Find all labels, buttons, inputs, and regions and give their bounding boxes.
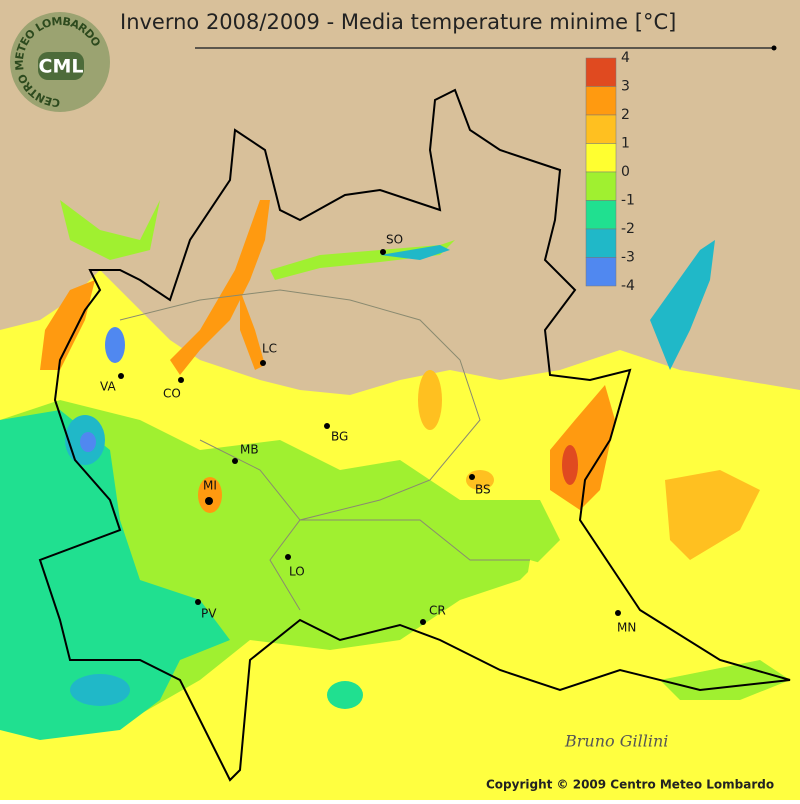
- hot-spot: [198, 477, 222, 513]
- legend-swatch: [585, 86, 617, 116]
- city-label: CR: [429, 604, 446, 618]
- city-label: LO: [289, 565, 305, 579]
- city-dot: [469, 474, 475, 480]
- city-label: BS: [475, 483, 491, 497]
- valley: [418, 370, 442, 430]
- valley: [170, 200, 270, 375]
- city-dot: [118, 373, 124, 379]
- city-dot: [178, 377, 184, 383]
- city-label: VA: [100, 380, 116, 394]
- signature: Bruno Gillini: [564, 732, 668, 751]
- legend-label: -3: [621, 250, 635, 266]
- legend-label: 4: [621, 50, 630, 66]
- region-teal: [327, 681, 363, 709]
- title-dot: [771, 45, 777, 51]
- city-label: MI: [203, 479, 217, 493]
- city-label: PV: [201, 607, 217, 621]
- city-label: CO: [163, 387, 181, 401]
- valley: [60, 200, 160, 260]
- logo-plate: [38, 52, 84, 80]
- copyright: Copyright © 2009 Centro Meteo Lombardo: [486, 778, 774, 792]
- legend-swatch: [585, 171, 617, 201]
- title: Inverno 2008/2009 - Media temperature mi…: [120, 10, 676, 34]
- legend-label: 1: [621, 136, 630, 152]
- city-dot: [324, 423, 330, 429]
- city-dot: [260, 360, 266, 366]
- legend-label: 3: [621, 79, 630, 95]
- legend-swatch: [585, 114, 617, 144]
- legend-label: 0: [621, 164, 630, 180]
- cities: SO LC CO VA MB MI BG BS LO PV CR MN: [100, 233, 636, 635]
- valley: [650, 240, 715, 370]
- legend-label: 2: [621, 107, 630, 123]
- legend: 4 3 2 1 0 -1 -2 -3 -4: [585, 50, 635, 294]
- city-dot: [285, 554, 291, 560]
- city-dot: [615, 610, 621, 616]
- valley: [40, 280, 95, 370]
- city-dot: [205, 497, 213, 505]
- valley: [270, 240, 455, 280]
- legend-swatch: [585, 257, 617, 287]
- legend-label: -4: [621, 278, 635, 294]
- city-label: MB: [240, 443, 259, 457]
- legend-swatch: [585, 57, 617, 87]
- region-cyan: [70, 674, 130, 706]
- province-border: [119, 289, 530, 611]
- legend-swatch: [585, 228, 617, 258]
- legend-label: -2: [621, 221, 635, 237]
- region-blue: [80, 432, 96, 452]
- valley: [240, 290, 265, 370]
- logo-text: CML: [39, 56, 84, 78]
- city-label: MN: [617, 621, 636, 635]
- region-yellow: [520, 560, 790, 700]
- region-border: [38, 88, 791, 782]
- city-dot: [380, 249, 386, 255]
- legend-swatch: [585, 143, 617, 173]
- valley: [380, 245, 450, 260]
- region-teal: [0, 410, 230, 740]
- city-dot: [195, 599, 201, 605]
- city-label: LC: [262, 342, 277, 356]
- valley: [665, 470, 760, 560]
- city-label: BG: [331, 430, 348, 444]
- legend-label: -1: [621, 193, 635, 209]
- lake: [105, 327, 125, 363]
- city-dot: [420, 619, 426, 625]
- valley: [562, 445, 578, 485]
- city-dot: [232, 458, 238, 464]
- legend-swatch: [585, 200, 617, 230]
- city-label: SO: [386, 233, 403, 247]
